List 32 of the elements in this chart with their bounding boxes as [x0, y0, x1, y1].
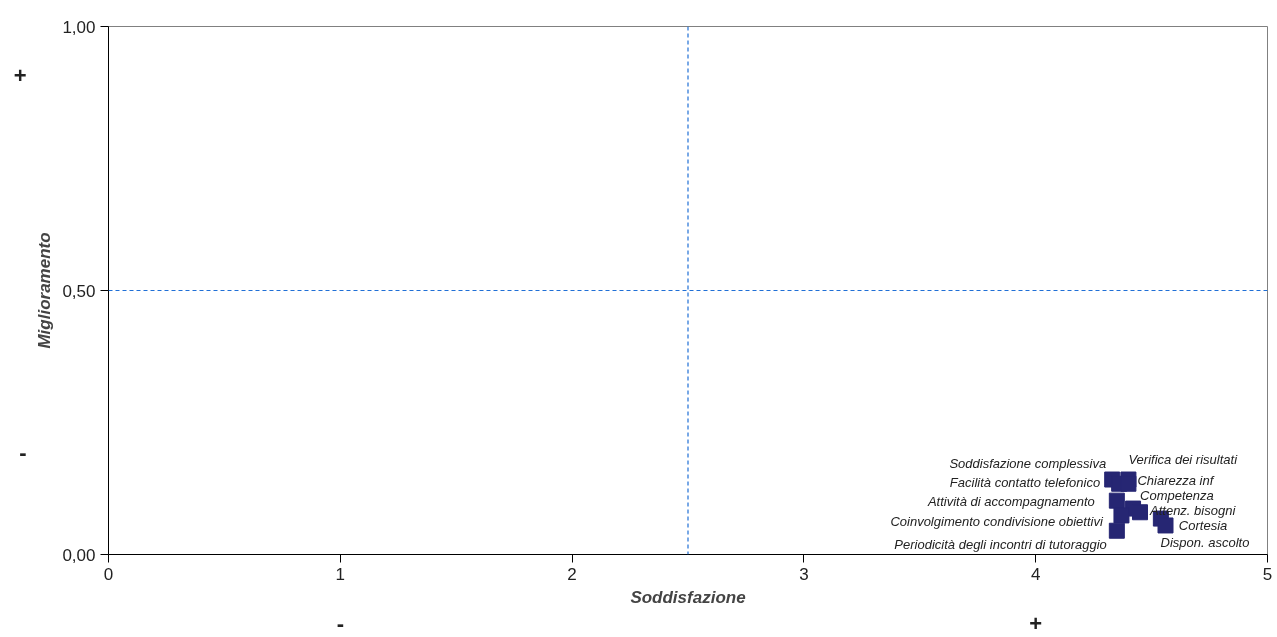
x-tick-label: 1: [335, 564, 346, 584]
x-tick-label: 3: [799, 564, 809, 584]
point: [1108, 522, 1125, 539]
point: [1108, 492, 1125, 509]
annotation: Verifica dei risultati: [1128, 452, 1239, 468]
annotation: Periodicità degli incontri di tutoraggio: [894, 537, 1107, 553]
annotation: Attività di accompagnamento: [926, 494, 1095, 510]
x-tick-label: 5: [1262, 564, 1273, 584]
text: -: [336, 610, 344, 636]
annotation: Dispon. ascolto: [1160, 534, 1250, 550]
text: -: [19, 440, 27, 466]
annotation: Chiarezza inf: [1137, 473, 1215, 489]
annotation: Coinvolgimento condivisione obiettivi: [890, 513, 1104, 529]
x-axis-title: Soddisfazione: [630, 587, 746, 607]
point: [1113, 507, 1130, 524]
y-tick-label: 0,50: [62, 281, 96, 301]
y-tick-label: 1,00: [62, 17, 96, 37]
x-tick-label: 2: [567, 564, 577, 584]
text: +: [1029, 610, 1043, 636]
point: [1157, 517, 1174, 534]
annotation: Competenza: [1140, 488, 1214, 504]
y-axis-title: Miglioramento: [35, 232, 55, 349]
annotation: Facilità contatto telefonico: [949, 475, 1101, 491]
annotation: Cortesia: [1178, 518, 1228, 534]
text: +: [13, 63, 27, 89]
x-tick-label: 4: [1030, 564, 1041, 584]
y-tick-label: 0,00: [62, 545, 96, 565]
annotation: Soddisfazione complessiva: [949, 456, 1107, 472]
annotation: Attenz. bisogni: [1149, 502, 1237, 518]
x-tick-label: 0: [103, 564, 114, 584]
point: [1132, 504, 1149, 521]
point: [1120, 475, 1137, 492]
